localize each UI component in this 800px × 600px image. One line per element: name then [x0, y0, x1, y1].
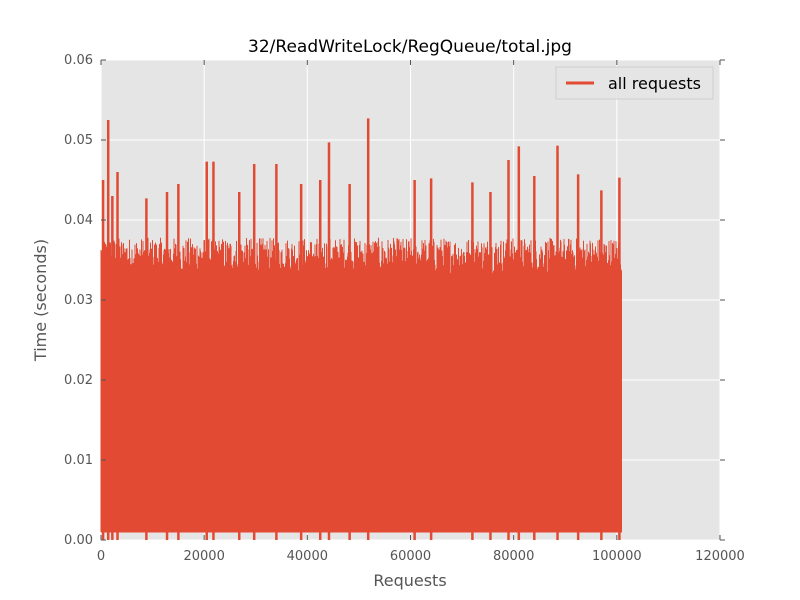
chart-title: 32/ReadWriteLock/RegQueue/total.jpg — [248, 37, 572, 57]
x-tick-label: 120000 — [695, 549, 745, 564]
y-tick-label: 0.02 — [64, 373, 93, 388]
y-tick-label: 0.03 — [64, 293, 93, 308]
y-tick-label: 0.01 — [64, 453, 93, 468]
y-tick-label: 0.05 — [64, 133, 93, 148]
x-tick-label: 40000 — [287, 549, 328, 564]
x-tick-label: 60000 — [390, 549, 431, 564]
legend: all requests — [555, 66, 714, 100]
x-tick-label: 20000 — [183, 549, 224, 564]
y-tick-label: 0.04 — [64, 213, 93, 228]
legend-label-all-requests: all requests — [608, 74, 701, 93]
y-tick-label: 0.00 — [64, 533, 93, 548]
axis-ticks — [100, 59, 725, 541]
x-tick-labels: 0 20000 40000 60000 80000 100000 120000 — [97, 549, 745, 564]
series-peaks — [101, 118, 621, 540]
y-tick-labels: 0.00 0.01 0.02 0.03 0.04 0.05 0.06 — [64, 53, 93, 548]
x-axis-label: Requests — [373, 571, 446, 590]
y-axis-label: Time (seconds) — [31, 239, 50, 362]
x-tick-label: 0 — [97, 549, 105, 564]
x-tick-label: 80000 — [493, 549, 534, 564]
x-tick-label: 100000 — [592, 549, 642, 564]
y-tick-label: 0.06 — [64, 53, 93, 68]
